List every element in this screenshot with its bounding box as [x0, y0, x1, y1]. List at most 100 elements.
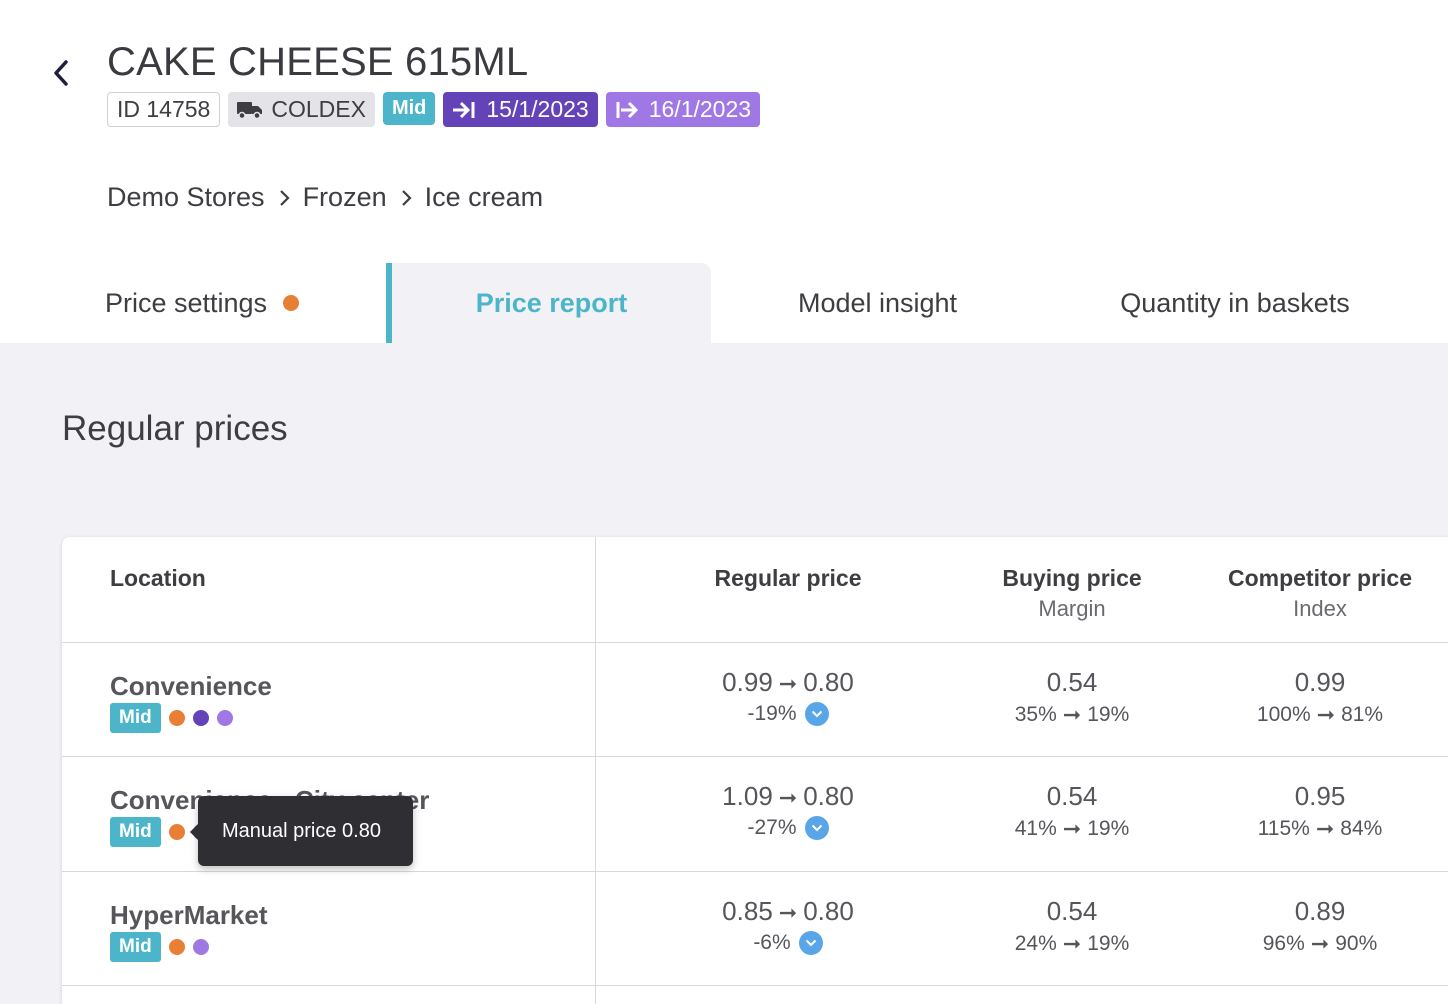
end-date: 16/1/2023 — [648, 96, 752, 122]
tab-label: Quantity in baskets — [1120, 287, 1350, 318]
end-date-dot[interactable] — [192, 939, 209, 955]
regular-price-cell: 0.99 ➞ 0.80 -19% — [668, 667, 908, 726]
section-title: Regular prices — [62, 409, 288, 448]
supplier-name: COLDEX — [271, 96, 366, 122]
tab-quantity-in-baskets[interactable]: Quantity in baskets — [1080, 263, 1390, 343]
index-to: 90% — [1335, 932, 1378, 955]
tab-price-settings[interactable]: Price settings — [62, 263, 342, 343]
margin-to: 19% — [1087, 703, 1130, 726]
tier-badge: Mid — [110, 703, 161, 733]
location-tags: Mid — [110, 703, 233, 733]
location-tags: Mid — [110, 932, 209, 962]
competitor-price-cell: 0.89 96% ➞ 90% — [1210, 896, 1430, 957]
table-row[interactable]: HyperMarket Mid 0.85 ➞ 0.80 -6% 0.54 24% ➞ 1… — [62, 872, 1448, 986]
buying-price-cell: 0.54 24% ➞ 19% — [962, 896, 1182, 957]
price-from: 1.09 — [722, 781, 773, 811]
tab-model-insight[interactable]: Model insight — [730, 263, 1025, 343]
buying-price: 0.54 — [1046, 896, 1098, 926]
start-date-dot[interactable] — [192, 710, 209, 726]
table-row[interactable]: Convenience Mid 0.99 ➞ 0.80 -19% 0.54 35% ➞… — [62, 643, 1448, 757]
arrow-from-line-icon — [616, 101, 638, 118]
manual-price-tooltip: Manual price 0.80 — [190, 796, 413, 866]
margin-from: 24% — [1014, 932, 1057, 955]
header-regular-price: Regular price — [668, 565, 908, 592]
arrow-right-icon: ➞ — [778, 671, 798, 697]
header-regular-price-label: Regular price — [714, 565, 862, 591]
buying-price: 0.54 — [1046, 781, 1098, 811]
end-date-dot[interactable] — [216, 710, 233, 726]
margin-to: 19% — [1087, 817, 1130, 840]
chevron-left-icon — [54, 60, 68, 86]
arrow-right-icon: ➞ — [1310, 931, 1330, 956]
competitor-price: 0.95 — [1294, 781, 1346, 811]
buying-price-cell: 0.54 35% ➞ 19% — [962, 667, 1182, 728]
manual-price-dot[interactable] — [168, 710, 185, 726]
manual-price-dot[interactable] — [168, 824, 185, 840]
price-change: -27% — [747, 816, 797, 839]
breadcrumb-item-demo-stores[interactable]: Demo Stores — [107, 182, 265, 212]
header-buying-price: Buying price Margin — [962, 565, 1182, 622]
tab-price-report[interactable]: Price report — [386, 263, 711, 343]
competitor-price: 0.99 — [1294, 667, 1346, 697]
arrow-right-icon: ➞ — [1062, 702, 1082, 727]
header-location: Location — [110, 565, 206, 591]
arrow-right-icon: ➞ — [778, 900, 798, 926]
manual-price-dot[interactable] — [168, 939, 185, 955]
competitor-price-cell: 0.95 115% ➞ 84% — [1210, 781, 1430, 842]
price-from: 0.85 — [722, 896, 773, 926]
chevron-right-icon — [400, 188, 412, 208]
index-from: 115% — [1257, 817, 1310, 840]
chevron-down-circle-icon[interactable] — [798, 931, 823, 955]
regular-price-cell: 0.85 ➞ 0.80 -6% — [668, 896, 908, 955]
price-change: -6% — [753, 931, 791, 954]
price-from: 0.99 — [722, 667, 773, 697]
start-date: 15/1/2023 — [486, 96, 589, 122]
location-name: Convenience — [110, 671, 272, 701]
chevron-down-circle-icon[interactable] — [804, 816, 829, 840]
arrow-to-line-icon — [453, 101, 475, 118]
back-button[interactable] — [46, 56, 76, 90]
index-to: 81% — [1341, 703, 1384, 726]
start-date-badge: 15/1/2023 — [443, 92, 598, 127]
arrow-right-icon: ➞ — [778, 785, 798, 811]
tab-label: Model insight — [797, 287, 958, 318]
tab-bar: Price settings Price report Model insigh… — [0, 263, 1448, 343]
header-competitor-price: Competitor price Index — [1210, 565, 1430, 622]
buying-price-cell: 0.54 41% ➞ 19% — [962, 781, 1182, 842]
header-margin-label: Margin — [1038, 596, 1106, 621]
unsaved-indicator-dot — [283, 295, 300, 311]
product-id-badge: ID 14758 — [107, 92, 221, 127]
competitor-price: 0.89 — [1294, 896, 1346, 926]
price-to: 0.80 — [803, 667, 854, 697]
product-badges: ID 14758 COLDEX Mid 15/1/2023 — [107, 92, 761, 127]
margin-from: 35% — [1014, 703, 1057, 726]
competitor-price-cell: 0.99 100% ➞ 81% — [1210, 667, 1430, 728]
row-divider — [62, 985, 1448, 986]
price-to: 0.80 — [803, 781, 854, 811]
breadcrumb-item-ice-cream[interactable]: Ice cream — [424, 182, 544, 212]
index-from: 96% — [1262, 932, 1305, 955]
page-title: CAKE CHEESE 615ML — [107, 40, 529, 84]
tier-badge: Mid — [382, 92, 436, 125]
margin-from: 41% — [1014, 817, 1057, 840]
index-to: 84% — [1340, 817, 1383, 840]
arrow-right-icon: ➞ — [1316, 702, 1336, 727]
tier-badge: Mid — [110, 817, 161, 847]
header-index-label: Index — [1293, 596, 1347, 621]
tier-badge: Mid — [110, 932, 161, 962]
buying-price: 0.54 — [1046, 667, 1098, 697]
breadcrumb-item-frozen[interactable]: Frozen — [302, 182, 387, 212]
column-divider — [595, 537, 596, 1004]
index-from: 100% — [1256, 703, 1311, 726]
row-divider — [62, 756, 1448, 757]
product-header: CAKE CHEESE 615ML ID 14758 COLDEX Mid 15… — [0, 0, 1448, 343]
location-name: HyperMarket — [110, 900, 268, 930]
arrow-right-icon: ➞ — [1062, 931, 1082, 956]
chevron-down-circle-icon[interactable] — [804, 702, 829, 726]
regular-price-cell: 1.09 ➞ 0.80 -27% — [668, 781, 908, 840]
main-content: Regular prices Location Regular price Bu… — [0, 343, 1448, 1004]
header-competitor-price-label: Competitor price — [1227, 565, 1413, 591]
price-to: 0.80 — [803, 896, 854, 926]
tab-label: Price report — [475, 287, 628, 318]
end-date-badge: 16/1/2023 — [605, 92, 761, 127]
